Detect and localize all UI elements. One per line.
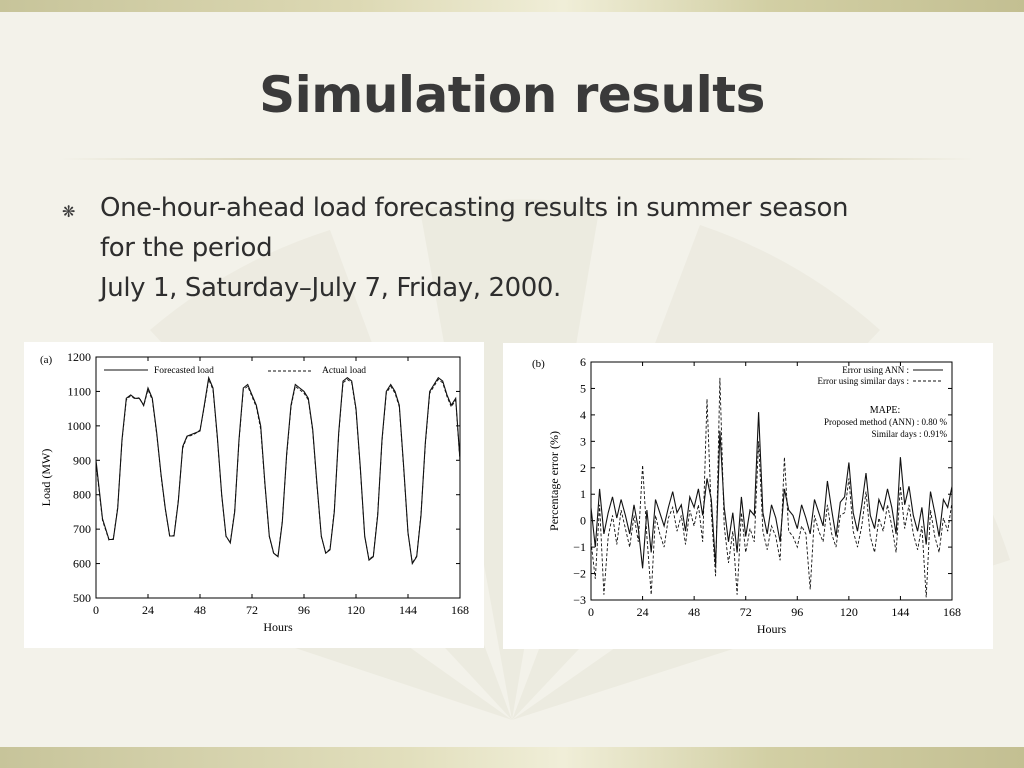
load-forecast-chart: (a) 0 24 48 72 96 120 144 168 500 600 700 800 900 1000… (39, 350, 469, 634)
y-axis-title: Percentage error (%) (547, 431, 561, 531)
bullet-asterisk-icon: ❋ (62, 202, 76, 221)
x-tick-label: 72 (740, 605, 752, 619)
x-tick-label: 168 (943, 605, 961, 619)
top-band (0, 0, 1024, 12)
y-tick-label: 800 (73, 488, 91, 502)
y-tick-label: 6 (580, 355, 586, 369)
mape-line-ann: Proposed method (ANN) : 0.80 % (824, 417, 947, 427)
x-tick-label: 120 (840, 605, 858, 619)
bullet-line-2: for the period (100, 233, 273, 263)
panel-label: (a) (40, 354, 53, 366)
legend-label-similar: Error using similar days : (818, 376, 910, 386)
bullet-line-1: One-hour-ahead load forecasting results … (100, 193, 849, 223)
y-tick-label: 600 (73, 557, 91, 571)
x-tick-label: 96 (791, 605, 803, 619)
x-tick-label: 144 (399, 603, 417, 617)
legend-label-actual: Actual load (322, 366, 366, 376)
x-tick-label: 24 (637, 605, 649, 619)
x-tick-label: 72 (246, 603, 258, 617)
y-tick-label: 1000 (67, 419, 91, 433)
percentage-error-chart: (b) 0 24 48 72 96 120 144 168 −3 −2 −1 0 1 2 3 4 5 6 Hours P… (532, 355, 961, 636)
panel-label: (b) (532, 358, 545, 370)
x-tick-label: 96 (298, 603, 310, 617)
x-tick-label: 24 (142, 603, 154, 617)
series-line-1 (590, 412, 953, 569)
x-axis-title: Hours (757, 622, 787, 636)
x-tick-label: 144 (891, 605, 909, 619)
series-line-2 (590, 377, 953, 598)
y-tick-label: −3 (573, 593, 586, 607)
bullet-line-3: July 1, Saturday–July 7, Friday, 2000. (100, 273, 561, 303)
slide-title: Simulation results (259, 66, 765, 124)
y-tick-label: 4 (580, 408, 586, 422)
x-tick-label: 0 (588, 605, 594, 619)
x-tick-label: 0 (93, 603, 99, 617)
y-tick-label: 1200 (67, 350, 91, 364)
y-tick-label: 1 (580, 487, 586, 501)
series-line-2 (95, 377, 461, 565)
y-tick-label: 700 (73, 522, 91, 536)
x-tick-label: 120 (347, 603, 365, 617)
load-chart-panel: (a) 0 24 48 72 96 120 144 168 500 600 700 800 900 1000… (24, 342, 484, 648)
mape-line-similar: Similar days : 0.91% (872, 429, 948, 439)
x-tick-label: 48 (194, 603, 206, 617)
y-tick-label: 500 (73, 591, 91, 605)
series-line-1 (95, 375, 461, 566)
x-tick-label: 168 (451, 603, 469, 617)
y-tick-label: 900 (73, 453, 91, 467)
y-tick-label: −1 (573, 540, 586, 554)
title-divider (60, 158, 974, 160)
x-tick-label: 48 (688, 605, 700, 619)
y-tick-label: −2 (573, 567, 586, 581)
y-tick-label: 0 (580, 514, 586, 528)
error-chart-panel: (b) 0 24 48 72 96 120 144 168 −3 −2 −1 0 1 2 3 4 5 6 Hours P… (503, 343, 993, 649)
x-axis-title: Hours (263, 620, 293, 634)
y-axis-title: Load (MW) (39, 449, 53, 507)
plot-frame (590, 361, 953, 601)
plot-frame (95, 356, 461, 599)
bottom-band (0, 747, 1024, 768)
mape-heading: MAPE: (870, 405, 901, 416)
legend-label-ann: Error using ANN : (842, 365, 909, 375)
y-tick-label: 3 (580, 434, 586, 448)
y-tick-label: 1100 (67, 384, 91, 398)
y-tick-label: 2 (580, 461, 586, 475)
legend-label-forecasted: Forecasted load (154, 366, 214, 376)
y-tick-label: 5 (580, 381, 586, 395)
bullet-text: One-hour-ahead load forecasting results … (100, 188, 980, 308)
